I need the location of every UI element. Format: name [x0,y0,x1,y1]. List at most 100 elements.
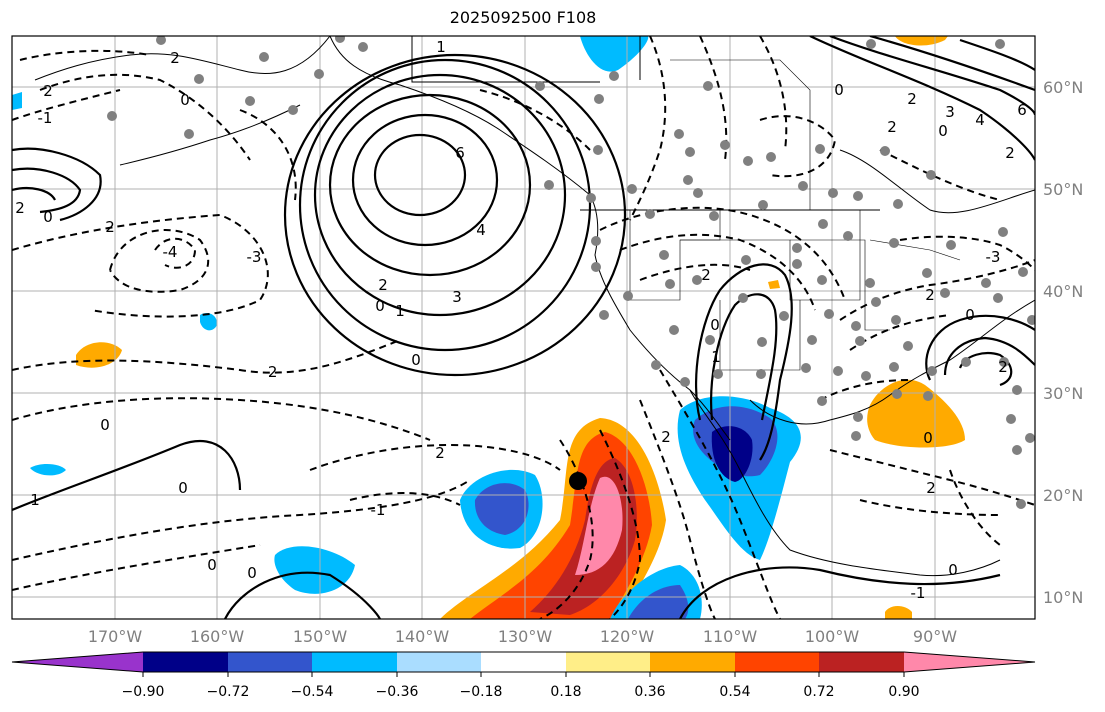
lon-label: 130°W [498,627,553,646]
contour-label: -3 [986,248,1001,266]
contour-label: -1 [911,584,926,602]
lon-label: 110°W [703,627,758,646]
contour-label: 6 [455,144,465,162]
colorbar-tick-label: −0.18 [460,684,503,700]
contour-label: 2 [170,49,180,67]
contour-label: 2 [15,199,25,217]
contour-label: 1 [436,38,446,56]
contour-label: 3 [452,288,462,306]
colorbar-segment [904,652,1035,672]
longitude-labels: 170°W 160°W 150°W 140°W 130°W 120°W 110°… [88,627,957,646]
contour-label: 2 [998,358,1008,376]
contour-label: -2 [263,363,278,381]
lon-label: 150°W [293,627,348,646]
colorbar-tick-label: 0.90 [888,684,919,700]
contour-label: 1 [711,348,721,366]
contour-label: 2 [105,218,115,236]
lat-label: 20°N [1043,486,1083,505]
colorbar-tick-label: −0.90 [122,684,165,700]
contour-label: 3 [945,103,955,121]
contour-label: 2 [661,428,671,446]
lat-label: 50°N [1043,180,1083,199]
lat-label: 30°N [1043,384,1083,403]
contour-label: 0 [923,429,933,447]
contour-label: -1 [38,109,53,127]
contour-label: 2 [701,266,711,284]
contour-label: 0 [375,297,385,315]
positive-shade-max [575,476,623,575]
lon-label: 100°W [805,627,860,646]
colorbar-segment [819,652,904,672]
colorbar-tick-label: 0.36 [634,684,665,700]
colorbar-segment [143,652,228,672]
contour-label: 0 [43,208,53,226]
contour-label: 2 [925,286,935,304]
contour-label: 0 [834,81,844,99]
latitude-labels: 60°N 50°N 40°N 30°N 20°N 10°N [1043,78,1083,607]
colorbar-tick-label: 0.72 [803,684,834,700]
contour-label: 0 [180,91,190,109]
colorbar-tick-label: 0.18 [550,684,581,700]
lat-label: 60°N [1043,78,1083,97]
lon-label: 140°W [395,627,450,646]
contour-label: 0 [178,479,188,497]
map-title: 2025092500 F108 [449,8,597,27]
contour-label: 0 [948,561,958,579]
contour-label: -4 [163,243,178,261]
contour-label: 0 [207,556,217,574]
contour-label: 0 [411,351,421,369]
graticule [12,36,1035,619]
negative-shade-d [580,36,649,72]
colorbar-tick-label: −0.54 [291,684,334,700]
contour-label: 1 [395,302,405,320]
colorbar-segment [735,652,819,672]
colorbar-segment [566,652,650,672]
contour-label: 4 [975,111,985,129]
colorbar-tick-label: −0.72 [207,684,250,700]
colorbar-segment [397,652,481,672]
contour-label: -1 [371,501,386,519]
map-frame [11,35,1036,620]
dashed-contours [12,36,1035,619]
contour-label: 0 [100,416,110,434]
lon-label: 170°W [88,627,143,646]
station-dots [107,36,1035,509]
colorbar: −0.90 −0.72 −0.54 −0.36 −0.18 0.18 0.36 … [11,651,1036,700]
negative-shade-a-core [474,483,529,535]
solid-contours [12,36,1035,619]
positive-shade-small-e [768,280,780,289]
contour-label: 2 [926,479,936,497]
contour-label: 0 [247,564,257,582]
negative-shade-c-core [628,585,689,619]
contour-label: 2 [378,276,388,294]
negative-shade-small-b [30,464,66,476]
colorbar-segment [228,652,312,672]
colorbar-segment [312,652,397,672]
contour-label: 2 [43,82,53,100]
contour-labels: 1 6 4 3 2 1 0 0 -2 -4 -3 0 0 1 0 0 2 -1 … [15,38,1027,602]
storm-center-marker [569,472,587,490]
contour-label: 6 [1017,101,1027,119]
positive-shade-gulf [867,379,965,448]
negative-shade-small-c [274,546,355,594]
contour-label: 1 [30,491,40,509]
colorbar-segment [481,652,566,672]
contour-label: 2 [907,90,917,108]
lat-label: 10°N [1043,588,1083,607]
contour-label: 2 [435,444,445,462]
lon-label: 90°W [913,627,957,646]
colorbar-segment [12,652,143,672]
contour-label: 2 [1005,144,1015,162]
contour-label: -3 [247,248,262,266]
contour-label: 0 [710,316,720,334]
lat-label: 40°N [1043,282,1083,301]
positive-shade-small-c [885,606,912,619]
colorbar-segment [650,652,735,672]
contour-label: 4 [476,221,486,239]
lon-label: 120°W [600,627,655,646]
negative-shade-small-a [200,313,218,331]
contour-label: 0 [965,306,975,324]
colorbar-tick-label: 0.54 [719,684,750,700]
contour-label: 0 [938,122,948,140]
contour-label: 2 [887,118,897,136]
